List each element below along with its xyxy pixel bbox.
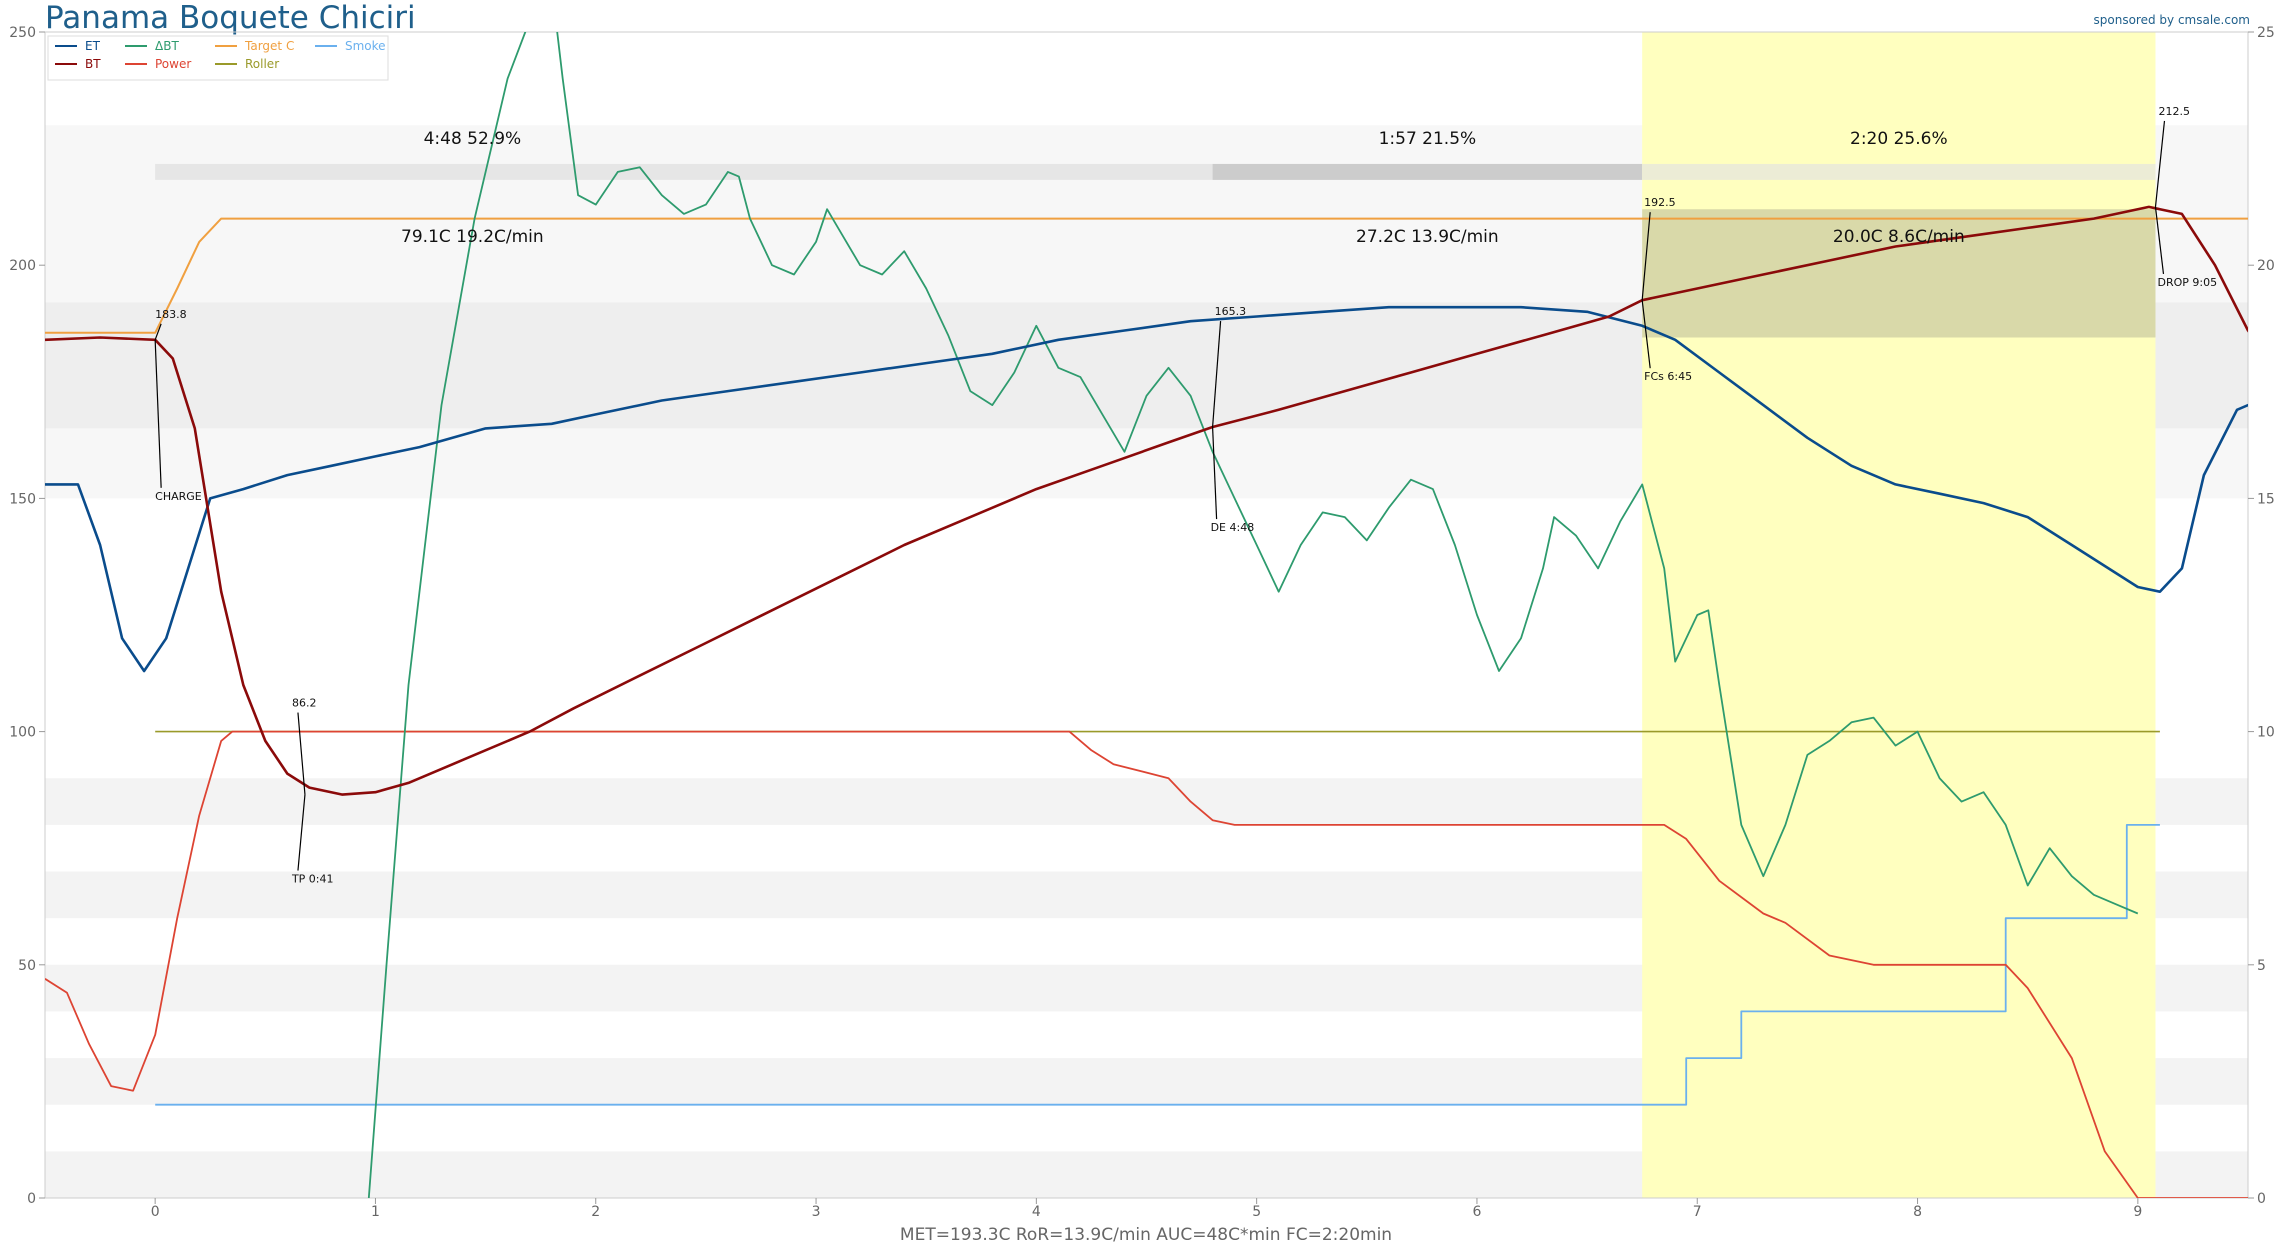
annotation-leader-de_temp: [1211, 320, 1222, 428]
annotation-leader-drop_temp: [2154, 120, 2166, 207]
legend-label-et: ET: [85, 39, 101, 53]
y-tick-label: 200: [9, 258, 36, 274]
legend-label-dbt: ΔBT: [155, 39, 179, 53]
annotation-drop_temp: 212.5: [2158, 105, 2190, 118]
series-line-dbt: [367, 32, 2139, 1198]
annotation-leader-drop: [2154, 206, 2165, 274]
footer-stats: MET=193.3C RoR=13.9C/min AUC=48C*min FC=…: [900, 1225, 1392, 1244]
series-line-power: [45, 730, 2248, 1198]
legend-box: [47, 35, 389, 81]
annotation-charge: CHARGE: [155, 490, 202, 503]
phase-ror-label: 20.0C 8.6C/min: [1833, 227, 1965, 247]
annotation-drop: DROP 9:05: [2157, 276, 2217, 289]
event-annotations: 183.8 CHARGE 86.2 TP 0:41 165.3 DE 4:48 192.5 F…: [154, 105, 2217, 886]
sponsor-text: sponsored by cmsale.com: [2094, 13, 2250, 27]
phase-labels: 4:48 52.9% 79.1C 19.2C/min 1:57 21.5% 27.2C…: [401, 129, 1965, 247]
annotation-tp: TP 0:41: [291, 873, 334, 886]
annotation-fcs: FCs 6:45: [1644, 370, 1692, 383]
phase-ror-label: 79.1C 19.2C/min: [401, 227, 544, 247]
x-axis-ticks: 0 1 2 3 4 5 6 7 8 9: [151, 1198, 2142, 1220]
annotation-leader-tp: [297, 794, 306, 871]
temperature-bands: [45, 32, 2248, 1198]
annotation-charge_temp: 183.8: [155, 308, 187, 321]
legend-label-smoke: Smoke: [345, 39, 386, 53]
annotation-leader-de: [1211, 427, 1218, 520]
development-highlight: [1642, 32, 2156, 1198]
x-tick-label: 8: [1913, 1204, 1922, 1220]
legend-label-roller: Roller: [245, 57, 279, 71]
annotation-de_temp: 165.3: [1215, 305, 1247, 318]
series-line-targetc: [45, 217, 2248, 334]
legend-label-targetc: Target C: [244, 39, 294, 53]
y-tick-label: 100: [9, 725, 36, 741]
annotation-leader-charge: [154, 339, 162, 488]
legend-label-power: Power: [155, 57, 191, 71]
annotation-leader-fcs: [1641, 300, 1651, 369]
y2-tick-label: 5: [2257, 958, 2266, 974]
x-tick-label: 2: [591, 1204, 600, 1220]
annotation-leader-tp_temp: [297, 712, 306, 795]
y2-axis-ticks: 0 5 10 15 20 25: [2248, 25, 2275, 1207]
x-tick-label: 4: [1032, 1204, 1041, 1220]
phase-ror-label: 27.2C 13.9C/min: [1356, 227, 1499, 247]
series-line-bt: [45, 205, 2248, 796]
y2-tick-label: 20: [2257, 258, 2275, 274]
development-area: [1642, 209, 2156, 338]
axes: 0 1 2 3 4 5 6 7 8 9 0 50 100 150 200 250 0 5 10 15 20 25: [9, 25, 2275, 1220]
phase-bars: [155, 163, 2156, 180]
legend: ET BT ΔBT Power Target C Roller Smoke: [47, 35, 389, 81]
phase-time-label: 1:57 21.5%: [1379, 129, 1477, 149]
phase-bar-drying: [155, 163, 1213, 180]
annotation-fcs_temp: 192.5: [1644, 196, 1676, 209]
y-tick-label: 250: [9, 25, 36, 41]
series-lines: [45, 32, 2248, 1198]
phase-bar-maillard: [1212, 163, 1643, 180]
x-tick-label: 7: [1693, 1204, 1702, 1220]
annotation-leader-charge_temp: [154, 323, 162, 341]
y-tick-label: 150: [9, 491, 36, 507]
x-tick-label: 6: [1472, 1204, 1481, 1220]
y-axis-ticks: 0 50 100 150 200 250: [9, 25, 45, 1207]
phase-time-label: 2:20 25.6%: [1850, 129, 1948, 149]
chart-title: Panama Boquete Chiciri: [45, 0, 416, 36]
annotation-leader-fcs_temp: [1641, 212, 1651, 301]
y2-tick-label: 25: [2257, 25, 2275, 41]
y-tick-label: 50: [18, 958, 36, 974]
x-tick-label: 3: [812, 1204, 821, 1220]
phase-time-label: 4:48 52.9%: [424, 129, 522, 149]
phase-bar-development: [1642, 163, 2156, 180]
y-tick-label: 0: [27, 1191, 36, 1207]
x-tick-label: 1: [371, 1204, 380, 1220]
legend-label-bt: BT: [85, 57, 101, 71]
series-line-smoke: [155, 824, 2160, 1106]
series-line-et: [45, 305, 2248, 673]
plot-frame: [44, 31, 2249, 1199]
annotation-tp_temp: 86.2: [292, 697, 317, 710]
y2-tick-label: 15: [2257, 491, 2275, 507]
y2-tick-label: 0: [2257, 1191, 2266, 1207]
y2-tick-label: 10: [2257, 725, 2275, 741]
x-tick-label: 5: [1252, 1204, 1261, 1220]
x-tick-label: 0: [151, 1204, 160, 1220]
x-tick-label: 9: [2133, 1204, 2142, 1220]
annotation-de: DE 4:48: [1211, 521, 1255, 534]
